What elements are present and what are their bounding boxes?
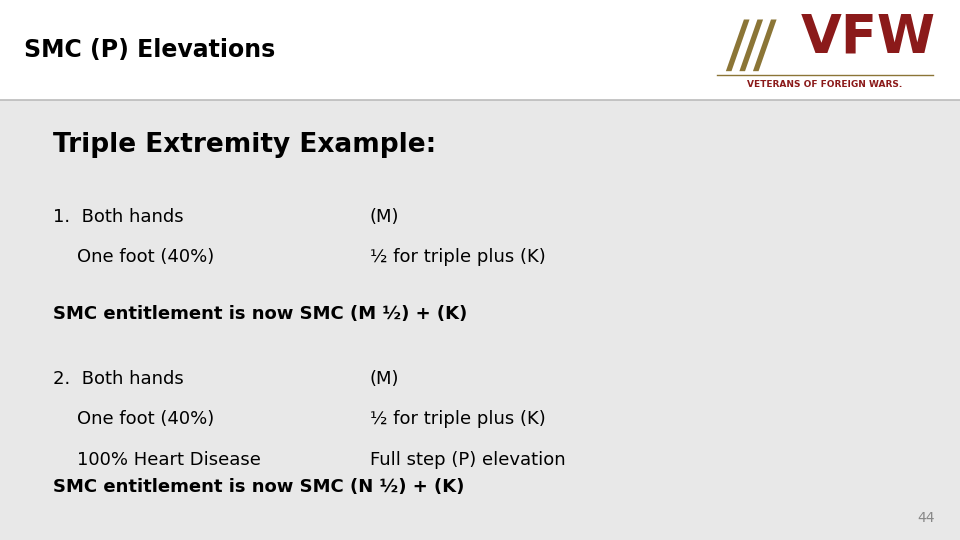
Text: SMC entitlement is now SMC (M ½) + (K): SMC entitlement is now SMC (M ½) + (K): [53, 305, 468, 323]
Text: One foot (40%): One foot (40%): [77, 410, 214, 428]
Text: VFW: VFW: [801, 11, 935, 63]
Text: Full step (P) elevation: Full step (P) elevation: [370, 451, 565, 469]
Text: 100% Heart Disease: 100% Heart Disease: [77, 451, 261, 469]
Text: 44: 44: [918, 511, 935, 525]
Text: (M): (M): [370, 370, 399, 388]
Text: 1.  Both hands: 1. Both hands: [53, 208, 183, 226]
Text: ½ for triple plus (K): ½ for triple plus (K): [370, 410, 545, 428]
Text: (M): (M): [370, 208, 399, 226]
Text: SMC entitlement is now SMC (N ½) + (K): SMC entitlement is now SMC (N ½) + (K): [53, 478, 465, 496]
Text: SMC (P) Elevations: SMC (P) Elevations: [24, 38, 276, 62]
Text: Triple Extremity Example:: Triple Extremity Example:: [53, 132, 436, 158]
Text: One foot (40%): One foot (40%): [77, 248, 214, 266]
Polygon shape: [753, 19, 777, 71]
Text: ½ for triple plus (K): ½ for triple plus (K): [370, 248, 545, 266]
Polygon shape: [726, 19, 750, 71]
Polygon shape: [739, 19, 763, 71]
Bar: [0, 0, 960, 100]
Text: 2.  Both hands: 2. Both hands: [53, 370, 183, 388]
Text: VETERANS OF FOREIGN WARS.: VETERANS OF FOREIGN WARS.: [748, 80, 902, 89]
